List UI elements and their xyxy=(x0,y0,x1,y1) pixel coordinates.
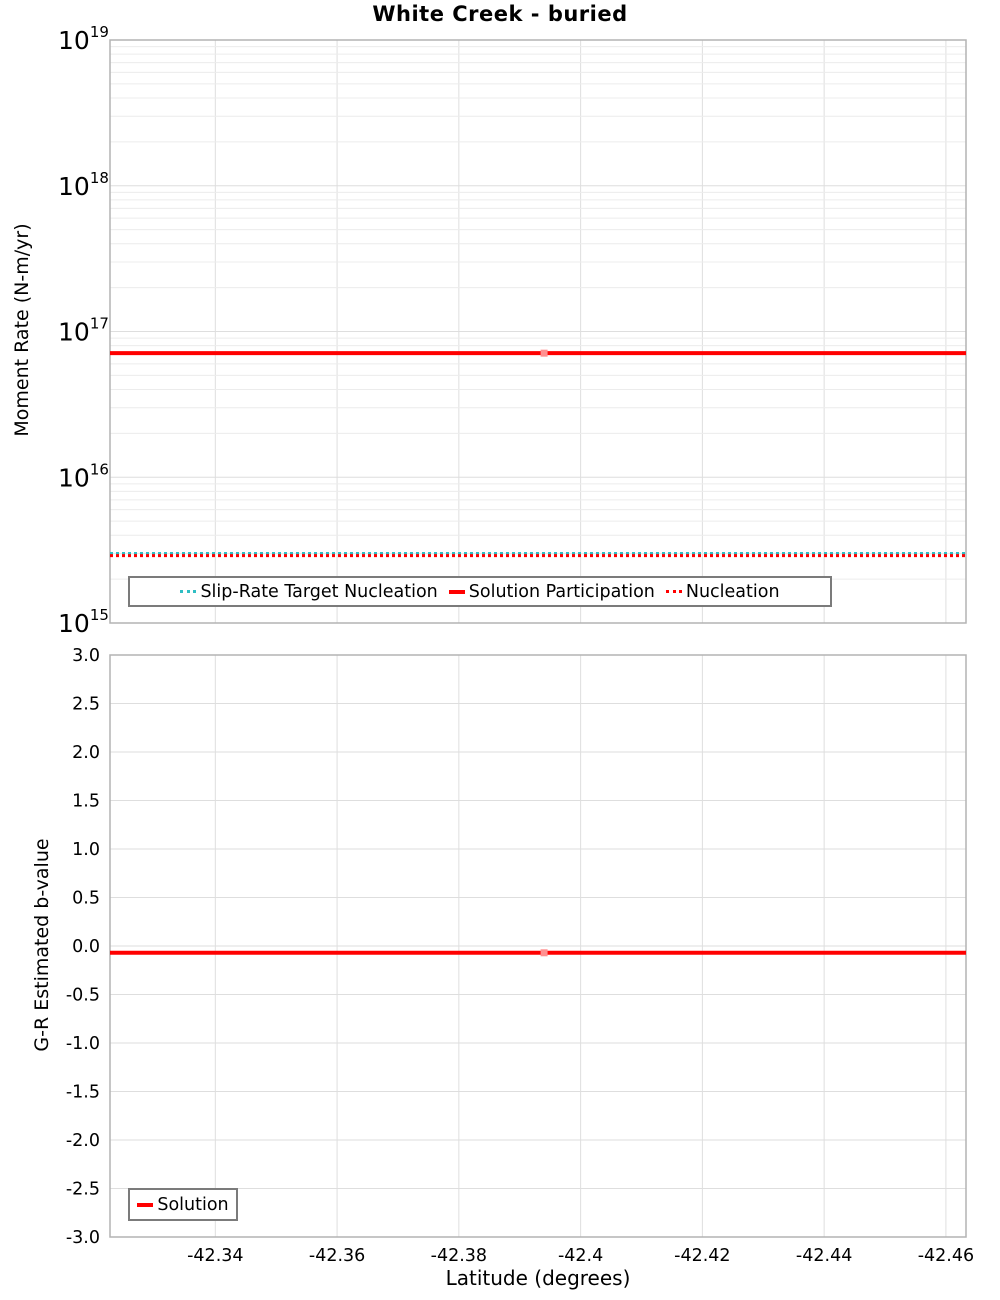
y-tick-label: 1019 xyxy=(58,23,109,55)
y-tick-label: 1018 xyxy=(58,169,109,201)
y-tick-label: -2.5 xyxy=(66,1180,100,1200)
x-tick-label: -42.46 xyxy=(918,1246,974,1266)
x-tick-label: -42.36 xyxy=(309,1246,365,1266)
x-tick-label: -42.42 xyxy=(674,1246,730,1266)
y-tick-label: 3.0 xyxy=(72,646,100,666)
legend-label: Solution xyxy=(157,1194,229,1215)
solid-line-swatch-icon xyxy=(137,1202,154,1207)
y-tick-label: 1.0 xyxy=(72,840,100,860)
series-marker-solution-participation xyxy=(540,349,548,357)
plot-border xyxy=(109,39,967,624)
legend-moment-rate: Slip-Rate Target Nucleation Solution Part… xyxy=(128,576,832,607)
y-tick-label: -2.0 xyxy=(66,1131,100,1151)
legend-entry-solution: Solution xyxy=(137,1194,229,1215)
legend-bvalue: Solution xyxy=(128,1188,238,1221)
y-tick-label: 0.5 xyxy=(72,889,100,909)
y-tick-label: 1016 xyxy=(58,460,109,492)
legend-label: Nucleation xyxy=(685,581,780,602)
series-marker-solution xyxy=(540,949,548,957)
legend-entry-slip-rate-target-nucleation: Slip-Rate Target Nucleation xyxy=(180,581,438,602)
dotted-line-swatch-icon xyxy=(665,590,682,593)
y-tick-label: -3.0 xyxy=(66,1228,100,1248)
y-tick-label: 0.0 xyxy=(72,937,100,957)
x-tick-label: -42.4 xyxy=(558,1246,603,1266)
legend-entry-solution-participation: Solution Participation xyxy=(448,581,655,602)
x-tick-label: -42.34 xyxy=(187,1246,243,1266)
y-tick-label: -1.0 xyxy=(66,1034,100,1054)
x-tick-label: -42.38 xyxy=(431,1246,487,1266)
x-axis-title: Latitude (degrees) xyxy=(445,1266,631,1290)
y-tick-label: 2.5 xyxy=(72,695,100,715)
legend-label: Solution Participation xyxy=(468,581,655,602)
y-tick-label: 1017 xyxy=(58,315,109,347)
legend-entry-nucleation: Nucleation xyxy=(665,581,780,602)
dotted-line-swatch-icon xyxy=(180,590,197,593)
y-tick-label: 2.0 xyxy=(72,743,100,763)
chart-title: White Creek - buried xyxy=(372,2,628,26)
x-tick-label: -42.44 xyxy=(796,1246,852,1266)
y-tick-label: 1.5 xyxy=(72,792,100,812)
y-tick-label: -0.5 xyxy=(66,986,100,1006)
y-tick-label: 1015 xyxy=(58,606,109,638)
y-tick-label: -1.5 xyxy=(66,1083,100,1103)
solid-line-swatch-icon xyxy=(448,589,465,594)
legend-label: Slip-Rate Target Nucleation xyxy=(200,581,438,602)
plot-border xyxy=(109,654,967,1238)
